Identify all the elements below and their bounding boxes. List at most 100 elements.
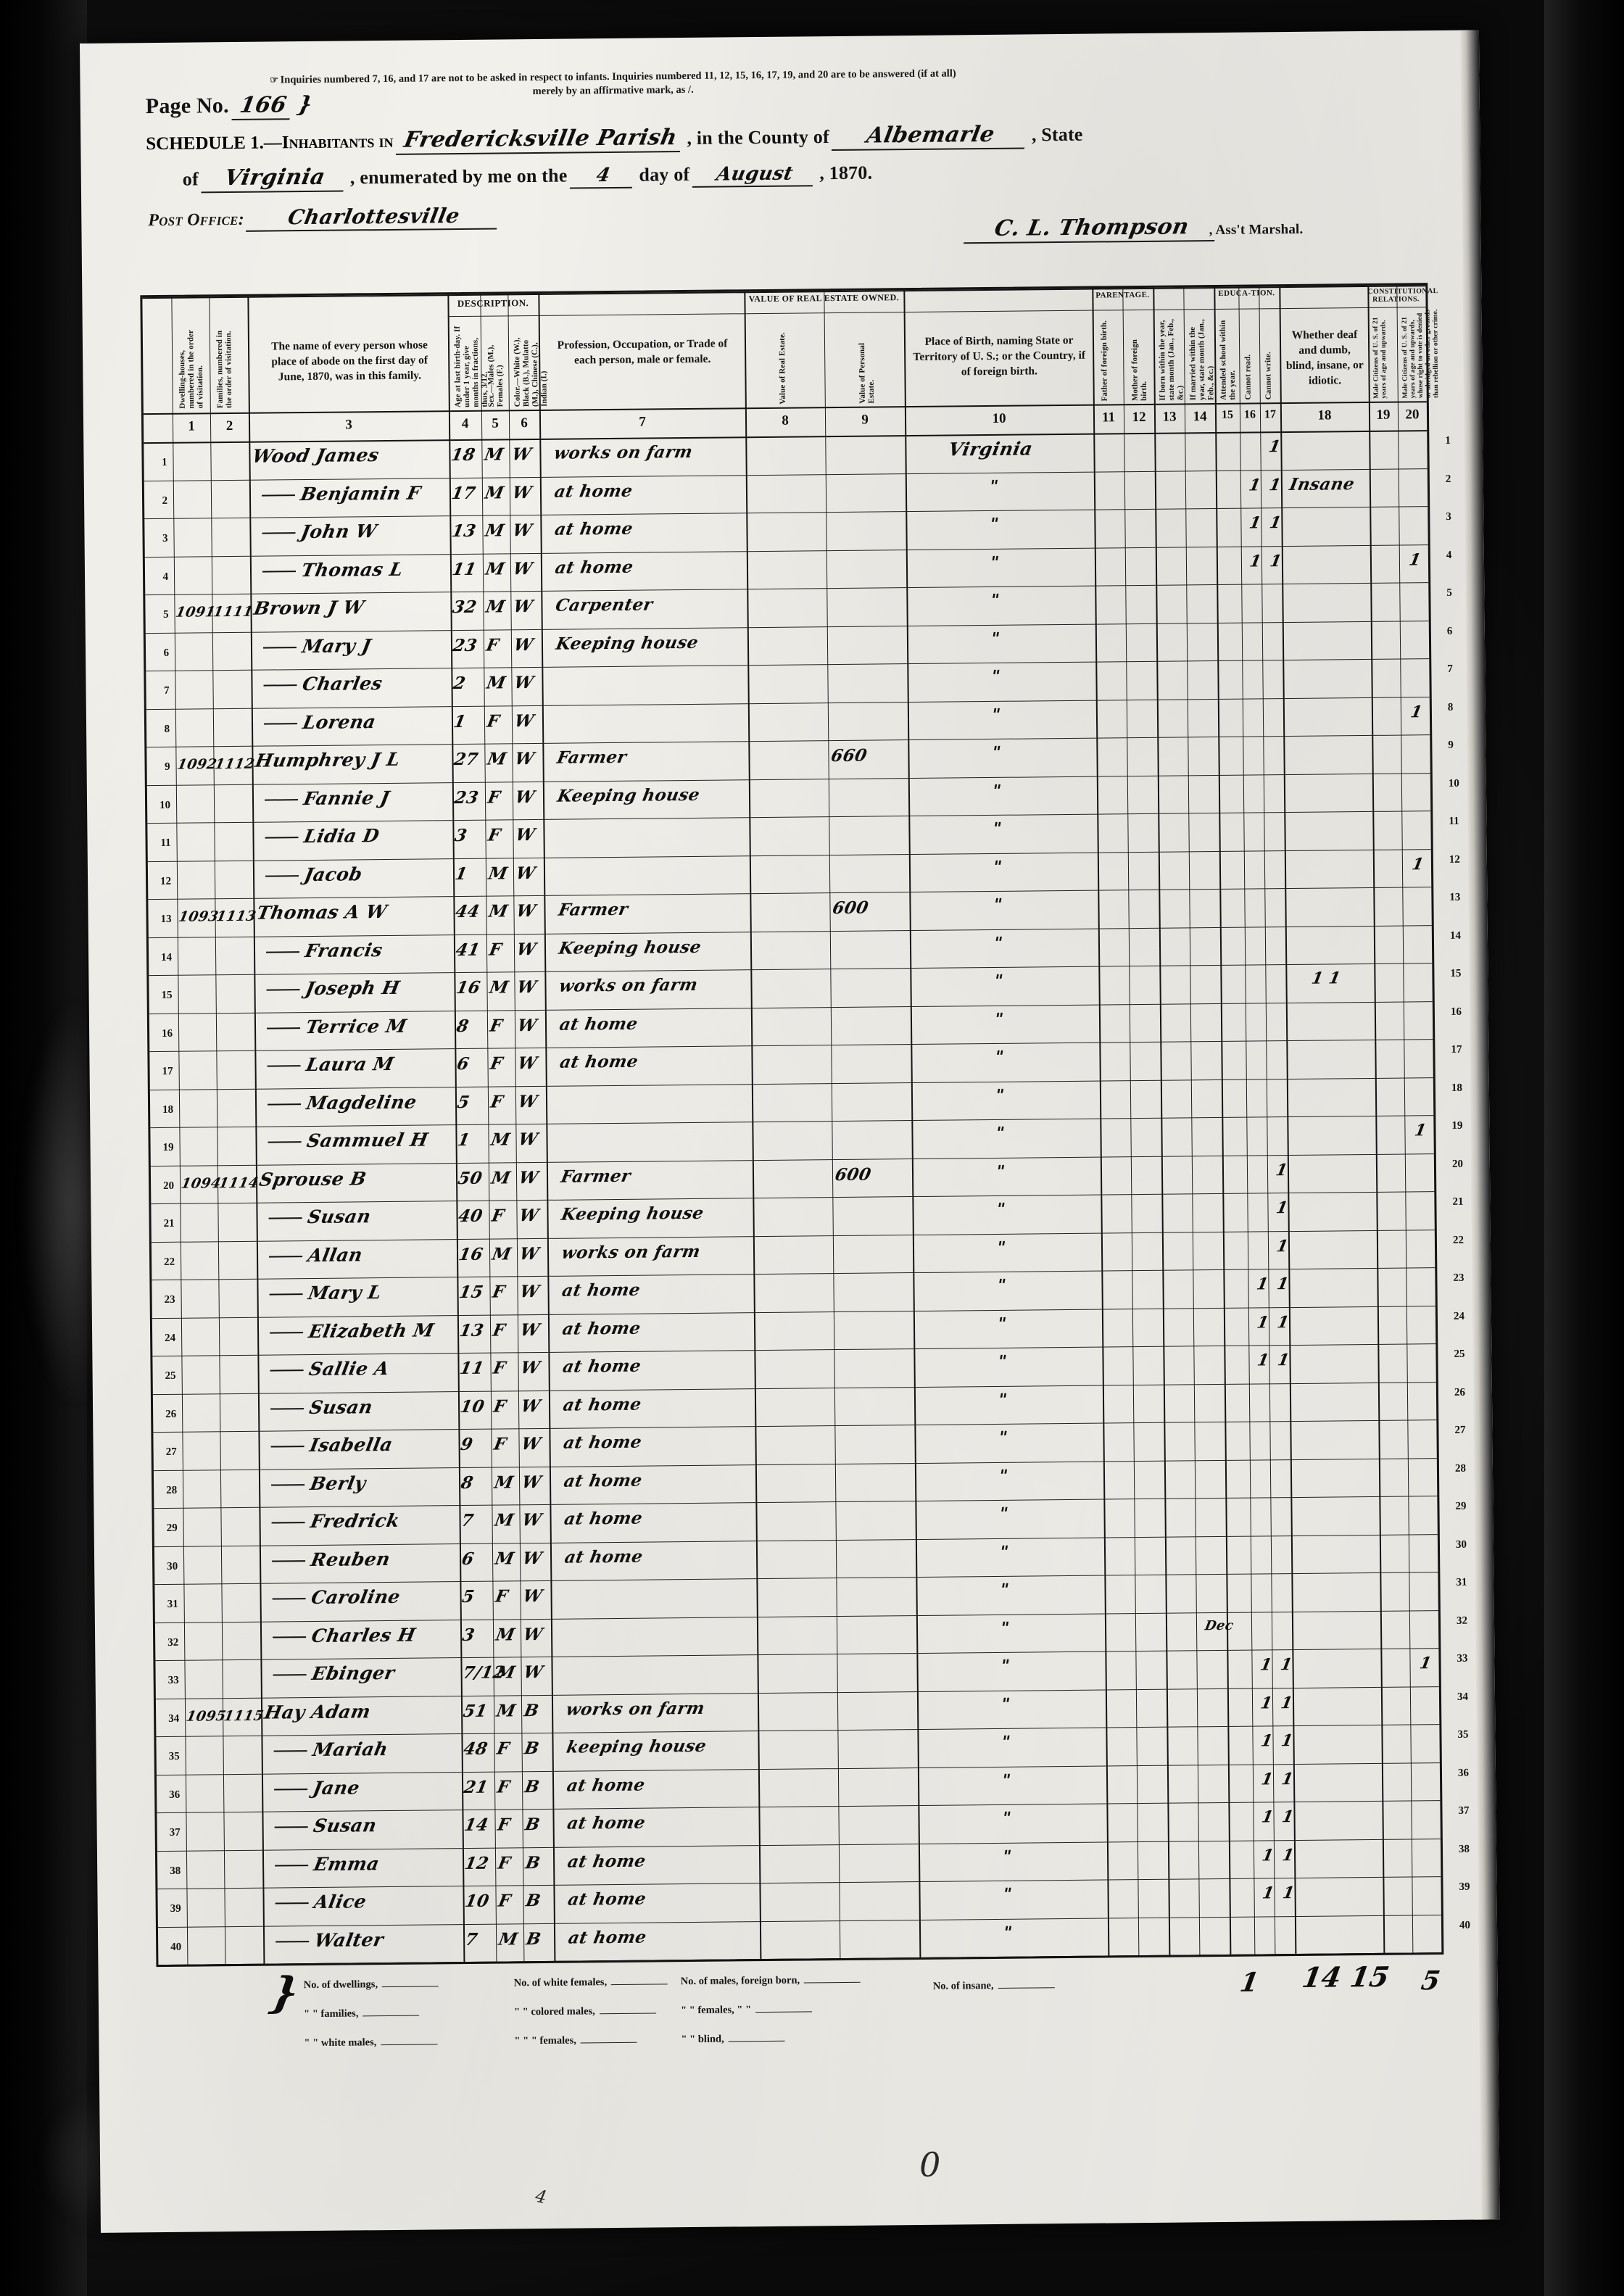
row-number-left: 34 [168, 1712, 180, 1725]
county-label: , in the County of [687, 126, 830, 149]
footer-label-females-foreign-born: " " females, " " [681, 2003, 816, 2017]
cell-name: Laura M [267, 1053, 396, 1076]
cell-occupation: Carpenter [553, 594, 655, 616]
cell-sex: M [494, 1662, 517, 1683]
footer-label-white-females: No. of white females, [514, 1976, 673, 1989]
cell-color: W [521, 1586, 544, 1607]
column-number-17: 17 [1264, 408, 1277, 421]
township-value: Fredericksville Parish [395, 124, 685, 155]
cell-age: 2 [452, 673, 468, 694]
state-value: Virginia [200, 164, 348, 194]
footer-label-colored-females: " " " females, [514, 2034, 642, 2048]
cell-color: W [514, 863, 537, 883]
row-rule [154, 1572, 1438, 1586]
row-rule [153, 1457, 1437, 1471]
column-number-1: 1 [188, 418, 195, 434]
cell-name: Sprouse B [257, 1167, 368, 1190]
row-number-left: 6 [163, 647, 170, 659]
cell-cannot-write: 1 [1280, 1769, 1296, 1789]
column-header-14: If married within the year, state month … [1188, 319, 1216, 401]
cell-name: Thomas L [262, 558, 405, 581]
cell-dwelling-number: 1092 [175, 756, 219, 773]
column-header-9: Value of Personal Estate. [858, 342, 877, 404]
cell-occupation: at home [552, 518, 635, 539]
row-number-left: 14 [161, 951, 173, 963]
column-header-15: Attended school within the year. [1218, 320, 1238, 400]
row-number-left: 16 [162, 1027, 173, 1040]
row-number-left: 35 [168, 1750, 180, 1762]
footer-label-males-foreign-born: No. of males, foreign born, [681, 1974, 866, 1988]
column-number-7: 7 [639, 414, 646, 430]
cell-name: Elizabeth M [270, 1319, 436, 1342]
cell-cannot-write: 1 [1280, 1807, 1296, 1827]
post-office-value: Charlottesville [246, 203, 502, 232]
cell-place-of-birth: " [1001, 1884, 1014, 1904]
cell-age: 51 [461, 1701, 489, 1721]
row-rule [149, 1000, 1433, 1014]
row-number-left: 37 [169, 1826, 181, 1839]
cell-voting-abridged: 1 [1407, 550, 1423, 569]
cell-cannot-read: 1 [1259, 1693, 1275, 1712]
row-number-left: 8 [164, 723, 170, 735]
cell-color: W [521, 1624, 544, 1644]
row-number-left: 38 [170, 1865, 181, 1877]
state-line: of Virginia , enumerated by me on the 4 … [183, 159, 873, 194]
cell-sex: M [493, 1510, 515, 1530]
cell-place-of-birth: " [993, 1009, 1006, 1029]
row-rule [151, 1229, 1435, 1243]
cell-sex: M [484, 673, 508, 693]
cell-age: 11 [458, 1358, 486, 1379]
row-number-left: 29 [166, 1522, 178, 1534]
footer-label-insane: No. of insane, [933, 1979, 1059, 1993]
row-number-left: 21 [163, 1217, 175, 1230]
cell-cannot-read: 1 [1259, 1655, 1274, 1675]
cell-cannot-write: 1 [1268, 551, 1284, 571]
column-header-8: Value of Real Estate. [777, 332, 787, 405]
cell-age: 10 [458, 1396, 486, 1417]
cell-color: W [518, 1205, 541, 1226]
cell-color: W [520, 1433, 543, 1454]
cell-cannot-write: 1 [1267, 437, 1283, 457]
cell-sex: M [484, 558, 507, 579]
cell-color: W [511, 558, 534, 579]
cell-place-of-birth: " [1000, 1770, 1013, 1790]
cell-occupation: Farmer [555, 747, 629, 768]
cell-dwelling-number: 1094 [180, 1174, 223, 1192]
row-number-left: 30 [167, 1560, 178, 1572]
column-header-17: Cannot write. [1264, 352, 1273, 400]
page-number-label: Page No. [145, 94, 229, 119]
row-number-left: 40 [170, 1941, 182, 1953]
row-number-left: 23 [164, 1293, 175, 1306]
cell-color: W [518, 1243, 541, 1264]
year-label: , 1870. [819, 162, 873, 184]
cell-occupation: at home [566, 1927, 648, 1948]
cell-color: B [523, 1738, 541, 1759]
cell-age: 5 [460, 1586, 476, 1607]
row-number-left: 24 [165, 1332, 176, 1344]
column-header-1: Dwelling-houses, numbered in the order o… [178, 330, 205, 409]
cell-family-number: 1114 [218, 1174, 260, 1191]
cell-age: 18 [449, 444, 477, 465]
cell-cannot-write: 1 [1279, 1655, 1294, 1675]
group-header-value-real-estate: VALUE OF REAL ESTATE OWNED. [748, 292, 900, 304]
cell-place-of-birth: " [997, 1466, 1010, 1485]
table-footer-summary: } No. of dwellings, " " families, " " wh… [158, 1952, 1443, 2088]
cell-place-of-birth: " [987, 476, 1000, 496]
row-number-left: 27 [165, 1446, 177, 1458]
cell-name: Charles [263, 673, 384, 695]
cell-sex: M [493, 1548, 516, 1569]
row-number-left: 19 [162, 1141, 174, 1153]
column-header-6: Color.—White (W.), Black (B.), Mulatto (… [512, 337, 549, 407]
cell-name: Ebinger [273, 1662, 397, 1685]
cell-sex: M [492, 1472, 515, 1493]
row-rule [147, 848, 1431, 862]
cell-name: Lidia D [265, 825, 381, 847]
cell-occupation: Farmer [559, 1166, 633, 1187]
cell-place-of-birth: " [988, 552, 1001, 572]
cell-value-personal-estate: 600 [833, 1164, 873, 1185]
cell-age: 1 [452, 711, 468, 732]
enumerated-label: , enumerated by me on the [349, 165, 568, 188]
column-number-12: 12 [1132, 409, 1146, 426]
cell-color: W [512, 673, 536, 693]
cell-name: Humphrey J L [253, 748, 402, 771]
